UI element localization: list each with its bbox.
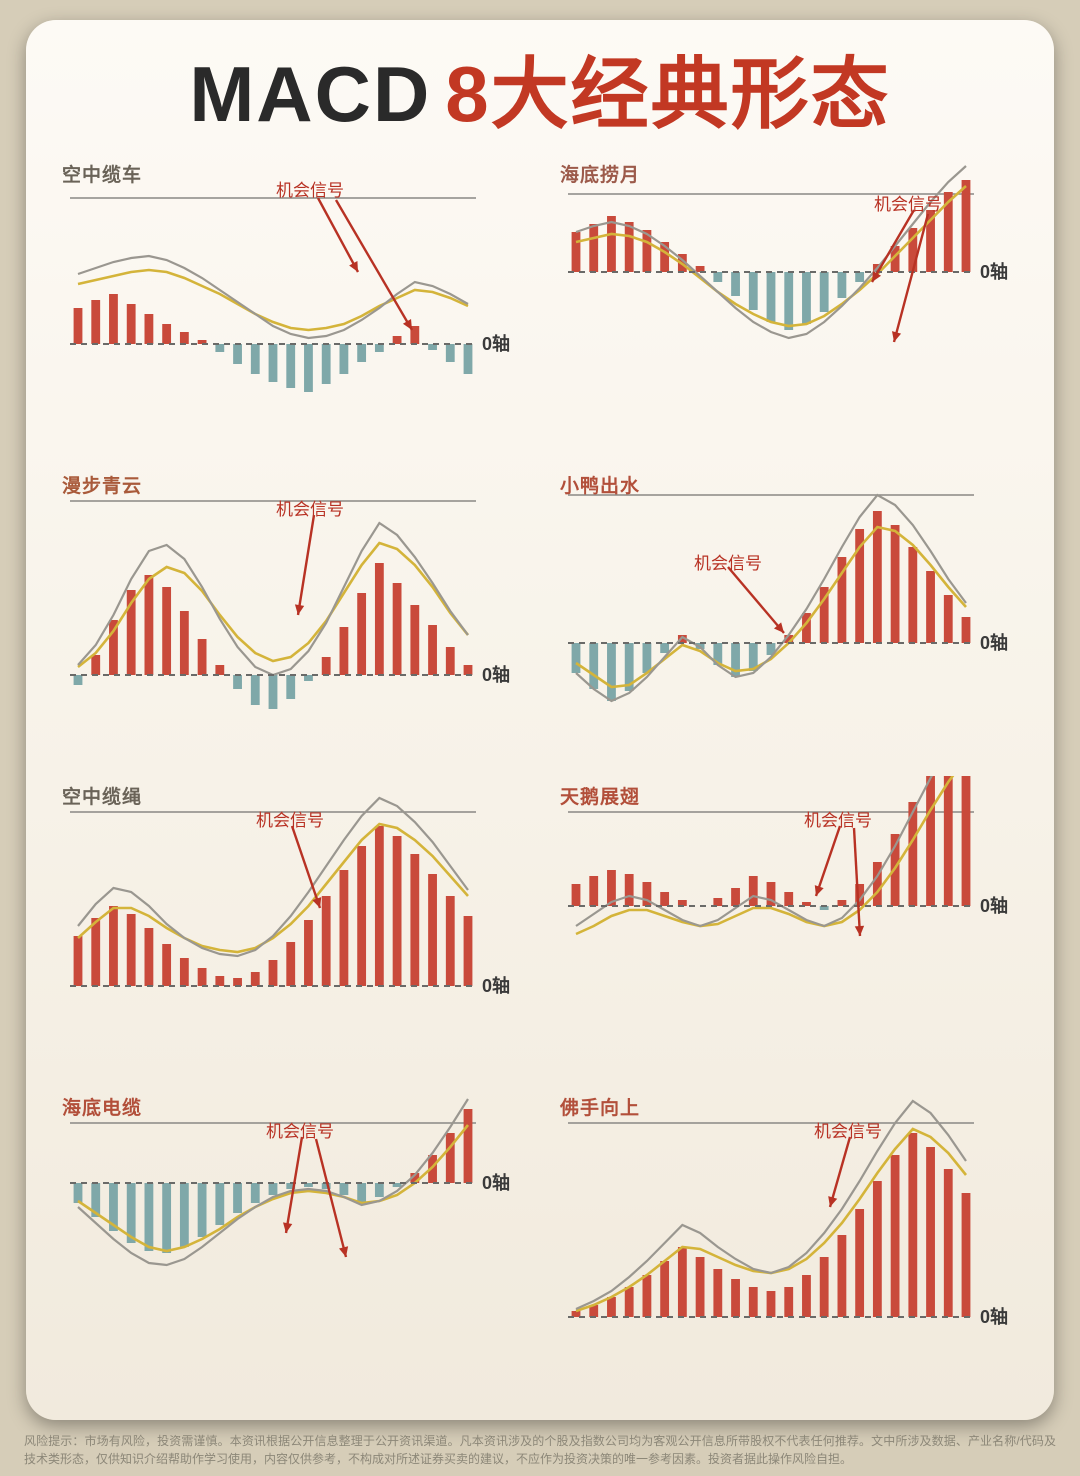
svg-text:0轴: 0轴 (980, 895, 1008, 916)
signal-label: 机会信号 (276, 176, 344, 201)
svg-text:0轴: 0轴 (482, 975, 510, 996)
panels-grid: 空中缆车 机会信号 0轴 海底捞月 机会信号 0轴 漫步青云 机会信号 (56, 154, 1024, 1370)
panel-7: 海底电缆 机会信号 0轴 (56, 1087, 526, 1370)
title-part-2: 8大经典形态 (445, 50, 890, 138)
title-part-1: MACD (189, 50, 431, 138)
panel-title: 小鸭出水 (560, 471, 640, 498)
panel-4: 小鸭出水 机会信号 0轴 (554, 465, 1024, 748)
macd-chart: 0轴 (554, 1087, 1024, 1367)
macd-chart: 0轴 (554, 154, 1024, 434)
macd-chart: 0轴 (554, 776, 1024, 1056)
signal-label: 机会信号 (694, 549, 762, 574)
disclaimer-text: 风险提示：市场有风险，投资需谨慎。本资讯根据公开信息整理于公开资讯渠道。凡本资讯… (24, 1432, 1056, 1468)
svg-text:0轴: 0轴 (482, 1172, 510, 1193)
panel-2: 海底捞月 机会信号 0轴 (554, 154, 1024, 437)
panel-5: 空中缆绳 机会信号 0轴 (56, 776, 526, 1059)
svg-text:0轴: 0轴 (482, 333, 510, 354)
panel-title: 佛手向上 (560, 1093, 640, 1120)
panel-title: 海底捞月 (560, 160, 640, 187)
panel-title: 空中缆车 (62, 160, 142, 187)
signal-label: 机会信号 (874, 190, 942, 215)
panel-8: 佛手向上 机会信号 0轴 (554, 1087, 1024, 1370)
signal-label: 机会信号 (266, 1117, 334, 1142)
main-title: MACD8大经典形态 (56, 54, 1024, 136)
panel-6: 天鹅展翅 机会信号 0轴 (554, 776, 1024, 1059)
signal-label: 机会信号 (256, 806, 324, 831)
signal-label: 机会信号 (804, 806, 872, 831)
panel-title: 海底电缆 (62, 1093, 142, 1120)
panel-3: 漫步青云 机会信号 0轴 (56, 465, 526, 748)
panel-1: 空中缆车 机会信号 0轴 (56, 154, 526, 437)
macd-chart: 0轴 (554, 465, 1024, 745)
svg-text:0轴: 0轴 (482, 664, 510, 685)
panel-title: 天鹅展翅 (560, 782, 640, 809)
svg-text:0轴: 0轴 (980, 261, 1008, 282)
signal-label: 机会信号 (814, 1117, 882, 1142)
infographic-card: MACD8大经典形态 空中缆车 机会信号 0轴 海底捞月 机会信号 0轴 漫步青… (26, 20, 1054, 1420)
svg-text:0轴: 0轴 (980, 1306, 1008, 1327)
panel-title: 空中缆绳 (62, 782, 142, 809)
panel-title: 漫步青云 (62, 471, 142, 498)
signal-label: 机会信号 (276, 495, 344, 520)
svg-text:0轴: 0轴 (980, 632, 1008, 653)
